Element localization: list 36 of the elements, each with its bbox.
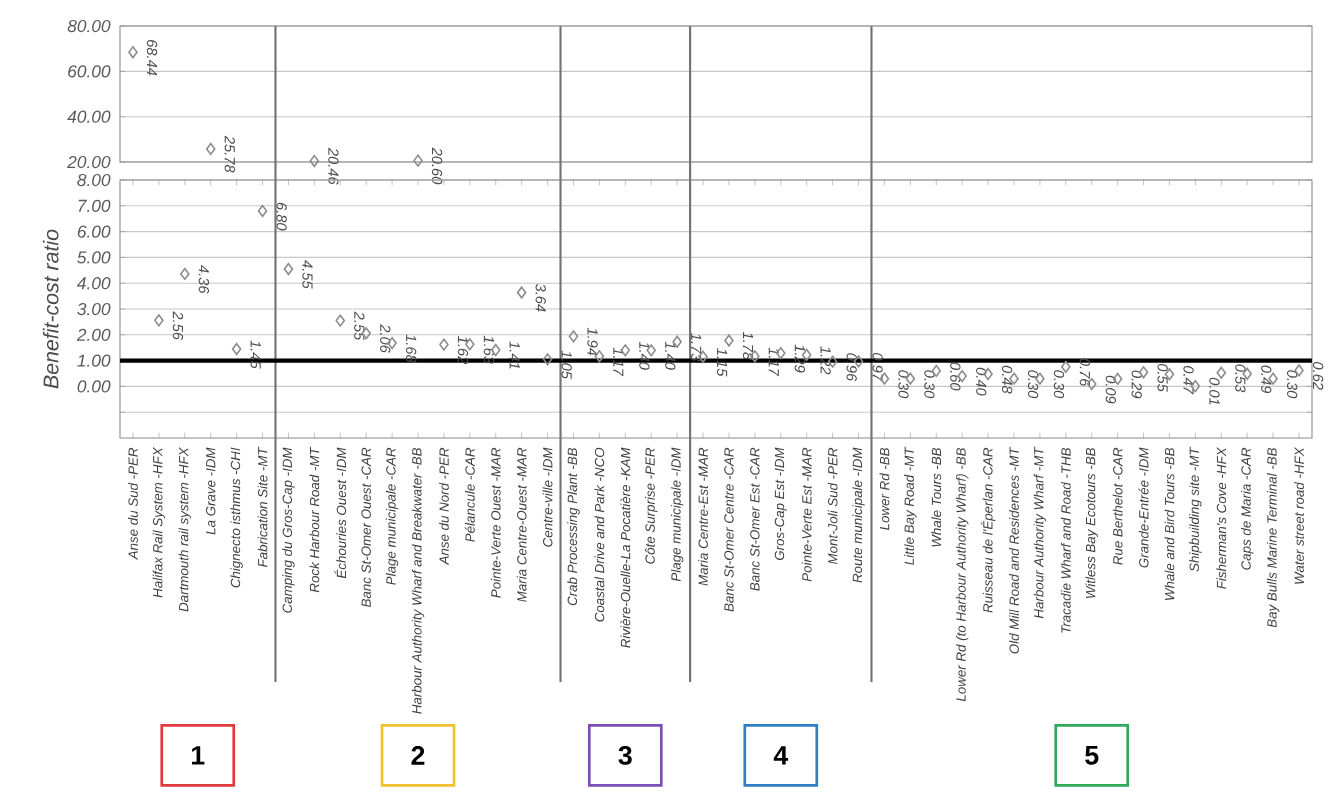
y-tick-label: 2.00 [76,328,111,341]
y-tick-label: 20.00 [67,155,111,169]
point [128,46,138,59]
point [1061,360,1071,373]
y-tick-label: 8.00 [77,173,111,187]
point [231,342,242,356]
point [179,267,190,281]
point [309,154,320,168]
y-tick-label: 7.00 [78,199,111,212]
text: 5 [1085,746,1099,765]
point [154,314,164,327]
y-tick-label: 5.00 [77,251,111,264]
point [413,154,423,167]
y-tick-label: 1.00 [77,354,111,367]
point [724,334,734,347]
y-tick-label: 0.00 [77,380,111,393]
point [516,286,527,299]
point [542,353,553,366]
point [283,262,294,276]
point [439,338,449,351]
y-tick-label: 6.00 [77,225,111,238]
y-tick-label: 40.00 [67,110,111,123]
text: 1 [192,746,205,765]
y-tick-label: 3.00 [77,302,111,316]
text: 3 [618,745,632,765]
text: 4 [773,746,789,765]
y-axis-title: Benefit-cost ratio [42,229,59,389]
y-tick-label: 60.00 [68,65,111,78]
y-tick-label: 4.00 [76,277,111,290]
text: 2 [411,746,425,765]
point [335,314,346,327]
point [1216,366,1227,379]
point [205,142,216,156]
y-tick-label: 80.00 [67,19,111,33]
point [568,330,579,343]
point [257,204,268,218]
